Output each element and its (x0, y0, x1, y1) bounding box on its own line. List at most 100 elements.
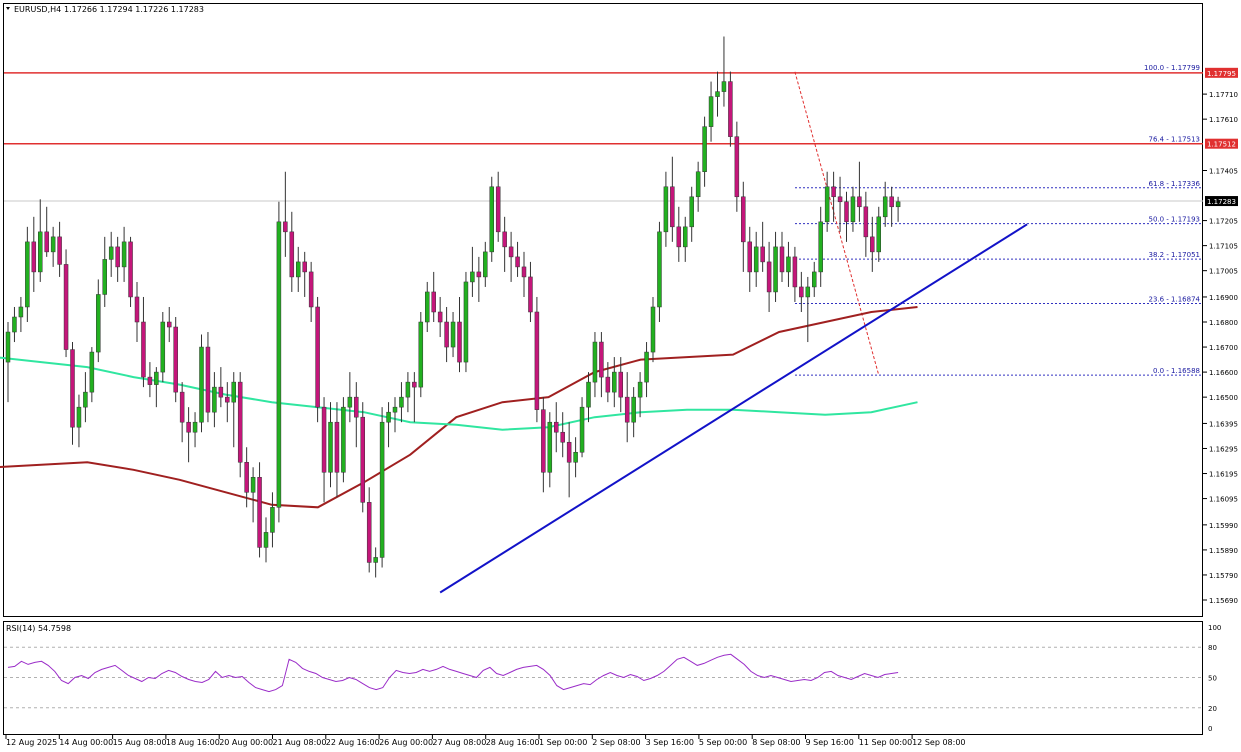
candle-body (715, 91, 720, 97)
candle-body (753, 246, 759, 273)
time-label: 26 Aug 00:00 (379, 738, 433, 747)
time-label: 11 Sep 00:00 (859, 738, 912, 747)
candle-body (870, 236, 875, 253)
candle-body (489, 186, 494, 253)
candle-body (160, 321, 166, 373)
price-tick-label: 1.17405 (1209, 167, 1238, 175)
candle-body (257, 477, 262, 548)
candle-body (244, 462, 249, 493)
candle-body (108, 246, 114, 260)
candle-body (321, 406, 327, 473)
candle-body (799, 286, 804, 298)
candle-body (895, 201, 901, 208)
candle-body (444, 321, 449, 348)
candle-body (231, 381, 236, 403)
candle-body (586, 381, 591, 408)
price-tick-label: 1.15990 (1209, 522, 1238, 530)
candle-body (360, 416, 365, 503)
candle-body (412, 381, 417, 388)
candle-body (747, 241, 752, 273)
candle-body (721, 81, 727, 92)
trendlines[interactable] (439, 223, 1028, 594)
price-tick-label: 1.17205 (1209, 218, 1238, 226)
time-label: 27 Aug 08:00 (432, 738, 486, 747)
price-tag-box (1205, 67, 1238, 78)
candle-body (405, 381, 411, 398)
candle-body (147, 376, 153, 385)
candle-body (179, 391, 185, 423)
price-tick-label: 1.15890 (1209, 547, 1238, 555)
candle-body (657, 231, 662, 308)
time-label: 21 Aug 08:00 (273, 738, 327, 747)
candle-body (121, 241, 127, 268)
fib-label: 23.6 - 1.16874 (1148, 295, 1200, 303)
candle-body (399, 396, 404, 408)
candle-body (250, 477, 256, 493)
candle-body (431, 291, 436, 313)
candle-body (508, 246, 514, 258)
candle-body (850, 196, 856, 223)
rsi-tick-label: 80 (1208, 644, 1217, 652)
candle-body (276, 221, 282, 508)
rsi-tick-label: 100 (1208, 624, 1221, 632)
dropdown-triangle-icon[interactable] (6, 7, 10, 10)
candle-body (186, 421, 191, 433)
rsi-line (7, 653, 899, 693)
candle-body (541, 409, 546, 473)
candle-body (605, 376, 611, 393)
price-tag: 1.17283 (1207, 198, 1236, 206)
candle-body (76, 406, 82, 428)
time-label: 12 Sep 08:00 (912, 738, 965, 747)
price-tick-label: 1.16295 (1209, 445, 1238, 453)
candle-body (554, 421, 559, 433)
price-tick-label: 1.16800 (1209, 319, 1238, 327)
price-tick-label: 1.15790 (1209, 572, 1238, 580)
candle-body (38, 231, 43, 273)
rsi-indicator: 100 80 50 20 0 (4, 624, 1221, 733)
candle-body (212, 386, 217, 413)
candle-body (515, 256, 520, 268)
candle-body (483, 251, 488, 278)
candle-body (263, 532, 269, 548)
fib-levels: 100.0 - 1.17799 76.4 - 1.17513 61.8 - 1.17… (4, 64, 1203, 376)
candle-body (437, 311, 443, 323)
fib-label: 50.0 - 1.17193 (1148, 216, 1200, 224)
fib-diagonal (794, 71, 880, 376)
candle-body (328, 421, 333, 473)
moving-average-line (0, 306, 918, 509)
candle-body (5, 331, 11, 363)
fib-label: 76.4 - 1.17513 (1148, 135, 1200, 143)
candle-body (792, 256, 798, 288)
candle-body (315, 306, 320, 408)
candle-body (566, 441, 572, 463)
candle-body (663, 186, 669, 233)
candle-body (689, 196, 694, 228)
price-tick-label: 1.15690 (1209, 597, 1238, 605)
price-tick-label: 1.17710 (1209, 91, 1238, 99)
candle-body (708, 96, 714, 127)
price-tick-label: 1.17105 (1209, 243, 1238, 251)
candle-body (154, 371, 159, 385)
candle-body (863, 206, 869, 238)
candle-body (882, 196, 888, 218)
candle-body (418, 321, 424, 388)
rsi-tick-label: 50 (1208, 675, 1217, 683)
candle-body (199, 346, 204, 423)
candle-body (25, 241, 30, 308)
time-label: 18 Aug 16:00 (166, 738, 220, 747)
time-label: 1 Sep 00:00 (539, 738, 587, 747)
time-label: 22 Aug 16:00 (326, 738, 380, 747)
candle-body (386, 411, 391, 423)
price-tag: 1.17512 (1207, 141, 1236, 149)
time-label: 3 Sep 16:00 (646, 738, 694, 747)
main-pane-frame (3, 3, 1203, 617)
candle-body (470, 271, 475, 283)
candle-body (347, 396, 353, 408)
candle-body (218, 386, 224, 398)
candle-body (457, 321, 462, 363)
price-tick-label: 1.16095 (1209, 496, 1238, 504)
candle-body (173, 326, 178, 393)
candle-body (857, 196, 862, 208)
time-label: 14 Aug 00:00 (59, 738, 113, 747)
